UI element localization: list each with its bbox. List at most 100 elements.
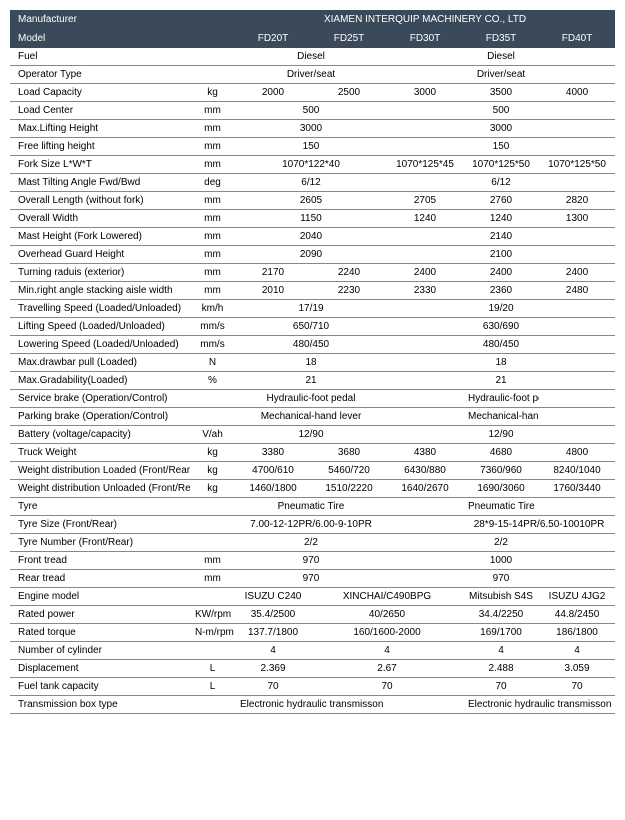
unit-header-blank — [190, 29, 235, 48]
row-label: Weight distribution Unloaded (Front/Rear… — [10, 480, 190, 498]
data-cell: 150 — [235, 138, 387, 156]
table-row: Service brake (Operation/Control)Hydraul… — [10, 390, 615, 408]
table-row: Overhead Guard Heightmm20902100 — [10, 246, 615, 264]
model-fd40t: FD40T — [539, 29, 615, 48]
data-cell: Mitsubish S4S — [463, 588, 539, 606]
row-label: Fuel — [10, 48, 190, 66]
data-cell: 2605 — [235, 192, 387, 210]
data-cell — [539, 552, 615, 570]
row-label: Tyre — [10, 498, 190, 516]
data-cell: 1240 — [463, 210, 539, 228]
data-cell: Diesel — [463, 48, 539, 66]
row-label: Load Center — [10, 102, 190, 120]
table-row: Max.drawbar pull (Loaded)N1818 — [10, 354, 615, 372]
row-label: Rated power — [10, 606, 190, 624]
row-label: Turning raduis (exterior) — [10, 264, 190, 282]
spec-table: Manufacturer XIAMEN INTERQUIP MACHINERY … — [10, 10, 615, 714]
row-label: Rated torque — [10, 624, 190, 642]
data-cell: 2170 — [235, 264, 311, 282]
data-cell: Mechanical-hand lever — [463, 408, 539, 426]
data-cell: 7360/960 — [463, 462, 539, 480]
data-cell: 2100 — [463, 246, 539, 264]
row-unit — [190, 390, 235, 408]
data-cell — [387, 48, 463, 66]
data-cell: 21 — [463, 372, 539, 390]
data-cell: 2240 — [311, 264, 387, 282]
data-cell: Electronic hydraulic transmisson — [235, 696, 387, 714]
data-cell: 17/19 — [235, 300, 387, 318]
data-cell: 18 — [463, 354, 539, 372]
row-unit: mm — [190, 192, 235, 210]
data-cell: 7.00-12-12PR/6.00-9-10PR — [235, 516, 387, 534]
table-row: Weight distribution Loaded (Front/Rear)k… — [10, 462, 615, 480]
table-row: Overall Length (without fork)mm260527052… — [10, 192, 615, 210]
row-label: Travelling Speed (Loaded/Unloaded) — [10, 300, 190, 318]
data-cell: 2360 — [463, 282, 539, 300]
model-fd30t: FD30T — [387, 29, 463, 48]
row-label: Lifting Speed (Loaded/Unloaded) — [10, 318, 190, 336]
row-label: Overall Length (without fork) — [10, 192, 190, 210]
data-cell — [387, 696, 463, 714]
data-cell: 2480 — [539, 282, 615, 300]
row-label: Rear tread — [10, 570, 190, 588]
row-unit: km/h — [190, 300, 235, 318]
data-cell: 186/1800 — [539, 624, 615, 642]
manufacturer-value: XIAMEN INTERQUIP MACHINERY CO., LTD — [235, 10, 615, 29]
data-cell: 970 — [235, 570, 387, 588]
data-cell: 19/20 — [463, 300, 539, 318]
data-cell — [539, 102, 615, 120]
data-cell: 4800 — [539, 444, 615, 462]
data-cell: 1150 — [235, 210, 387, 228]
row-unit: kg — [190, 480, 235, 498]
data-cell — [387, 300, 463, 318]
data-cell — [387, 570, 463, 588]
data-cell: 1070*125*45 — [387, 156, 463, 174]
row-label: Max.Gradability(Loaded) — [10, 372, 190, 390]
data-cell: 1070*125*50 — [539, 156, 615, 174]
row-label: Operator Type — [10, 66, 190, 84]
data-cell: 2400 — [387, 264, 463, 282]
table-row: Front treadmm9701000 — [10, 552, 615, 570]
table-row: DisplacementL2.3692.672.4883.059 — [10, 660, 615, 678]
data-cell: 1070*125*50 — [463, 156, 539, 174]
row-unit — [190, 408, 235, 426]
data-cell: 34.4/2250 — [463, 606, 539, 624]
data-cell — [539, 228, 615, 246]
table-row: Load Capacitykg20002500300035004000 — [10, 84, 615, 102]
data-cell — [387, 246, 463, 264]
data-cell: Mechanical-hand lever — [235, 408, 387, 426]
data-cell: 21 — [235, 372, 387, 390]
row-unit: mm — [190, 228, 235, 246]
row-label: Displacement — [10, 660, 190, 678]
data-cell — [387, 408, 463, 426]
row-label: Engine model — [10, 588, 190, 606]
data-cell: 12/90 — [463, 426, 539, 444]
row-label: Mast Tilting Angle Fwd/Bwd — [10, 174, 190, 192]
data-cell: 18 — [235, 354, 387, 372]
data-cell — [539, 174, 615, 192]
data-cell: 4000 — [539, 84, 615, 102]
data-cell — [539, 120, 615, 138]
data-cell: 2000 — [235, 84, 311, 102]
table-row: Fuel tank capacityL70707070 — [10, 678, 615, 696]
row-unit: mm/s — [190, 318, 235, 336]
data-cell — [387, 498, 463, 516]
table-row: Parking brake (Operation/Control)Mechani… — [10, 408, 615, 426]
row-unit: mm — [190, 552, 235, 570]
data-cell: 2500 — [311, 84, 387, 102]
data-cell: 4680 — [463, 444, 539, 462]
row-unit: N — [190, 354, 235, 372]
table-row: Truck Weightkg33803680438046804800 — [10, 444, 615, 462]
row-unit: L — [190, 678, 235, 696]
data-cell: 70 — [311, 678, 463, 696]
data-cell — [539, 66, 615, 84]
data-cell — [539, 138, 615, 156]
table-row: Number of cylinder4444 — [10, 642, 615, 660]
data-cell — [387, 66, 463, 84]
data-cell: 1000 — [463, 552, 539, 570]
data-cell — [387, 552, 463, 570]
data-cell — [387, 354, 463, 372]
table-row: Max.Gradability(Loaded)%2121 — [10, 372, 615, 390]
data-cell: 3000 — [387, 84, 463, 102]
data-cell: 500 — [463, 102, 539, 120]
